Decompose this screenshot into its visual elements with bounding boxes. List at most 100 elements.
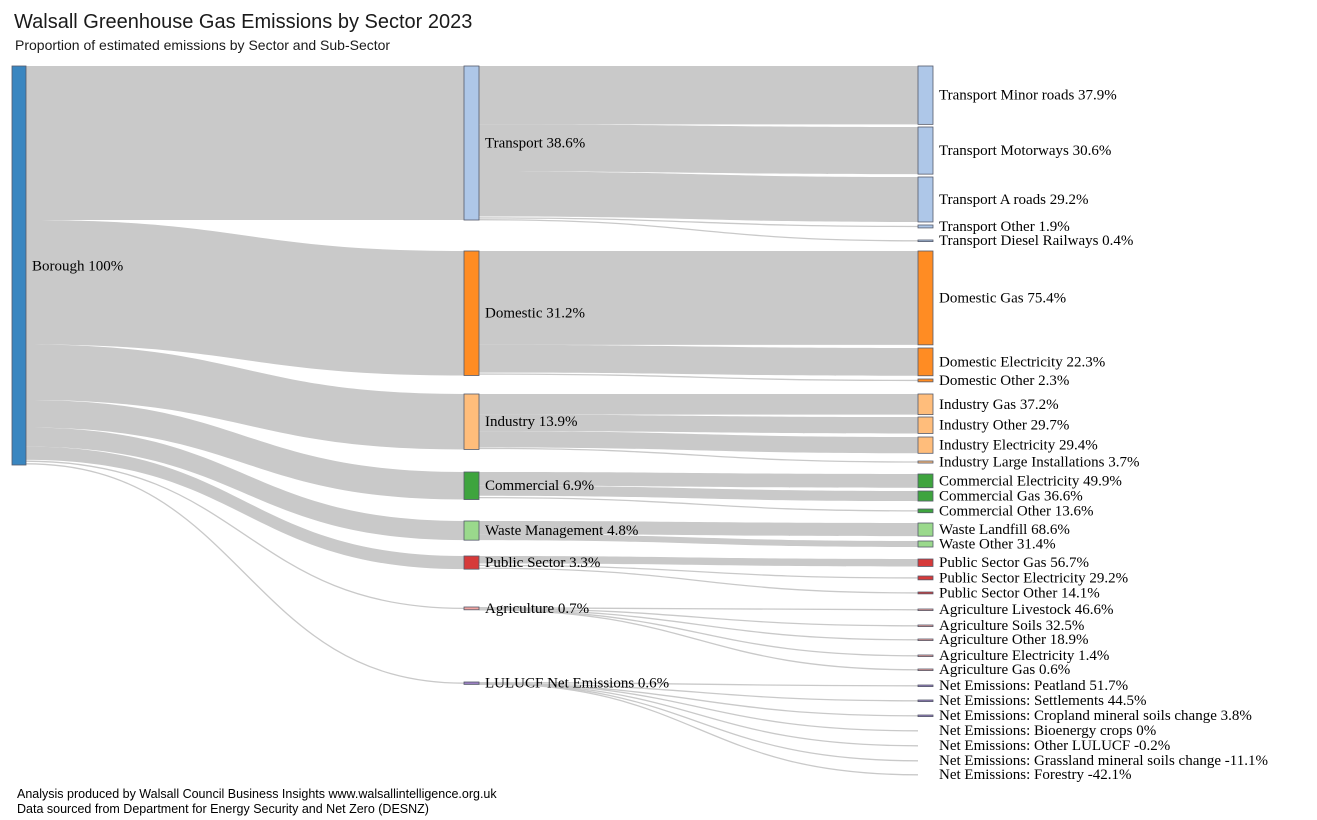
link-net-emissions-other-lulucf-0-2pct: [478, 682, 919, 747]
link-commercial-gas-36-6pct: [479, 485, 918, 502]
label-agriculture-soils-32-5pct: Agriculture Soils 32.5%: [939, 618, 1084, 634]
label-public-sector-electricity-29-2pct: Public Sector Electricity 29.2%: [939, 570, 1128, 586]
nodes-layer: [11, 65, 934, 718]
label-net-emissions-cropland-mineral-soils-change-3-8pct: Net Emissions: Cropland mineral soils ch…: [939, 708, 1252, 724]
link-transport-38-6pct: [26, 66, 464, 221]
label-agriculture-other-18-9pct: Agriculture Other 18.9%: [939, 632, 1089, 648]
node-waste-management-4-8pct: [463, 520, 480, 541]
link-industry-electricity-29-4pct: [479, 431, 918, 454]
node-agriculture-0-7pct: [463, 606, 480, 611]
labels-layer: Borough 100% Transport 38.6% Transport Min…: [32, 88, 1268, 784]
label-industry-other-29-7pct: Industry Other 29.7%: [939, 418, 1069, 434]
link-agriculture-livestock-46-6pct: [478, 607, 919, 611]
label-commercial-electricity-49-9pct: Commercial Electricity 49.9%: [939, 473, 1122, 489]
node-transport-motorways-30-6pct: [917, 126, 934, 175]
node-waste-other-31-4pct: [917, 540, 934, 548]
link-transport-diesel-railways-0-4pct: [478, 219, 919, 242]
node-commercial-gas-36-6pct: [917, 490, 934, 502]
label-net-emissions-other-lulucf-0-2pct: Net Emissions: Other LULUCF -0.2%: [939, 738, 1170, 754]
label-net-emissions-bioenergy-crops-0pct: Net Emissions: Bioenergy crops 0%: [939, 723, 1156, 739]
node-transport-diesel-railways-0-4pct: [917, 239, 934, 243]
node-commercial-6-9pct: [463, 471, 480, 500]
label-public-sector-3-3pct: Public Sector 3.3%: [485, 555, 600, 571]
label-industry-gas-37-2pct: Industry Gas 37.2%: [939, 397, 1059, 413]
link-agriculture-gas-0-6pct: [478, 609, 919, 671]
label-waste-management-4-8pct: Waste Management 4.8%: [485, 523, 638, 539]
footer-credit: Analysis produced by Walsall Council Bus…: [17, 787, 497, 801]
node-transport-38-6pct: [463, 65, 480, 221]
link-industry-large-installations-3-7pct: [478, 447, 919, 463]
link-waste-management-4-8pct: [26, 427, 464, 541]
node-waste-landfill-68-6pct: [917, 522, 934, 537]
label-commercial-other-13-6pct: Commercial Other 13.6%: [939, 503, 1094, 519]
label-transport-a-roads-29-2pct: Transport A roads 29.2%: [939, 192, 1088, 208]
label-net-emissions-forestry-42-1pct: Net Emissions: Forestry -42.1%: [939, 767, 1132, 783]
footer-source: Data sourced from Department for Energy …: [17, 802, 429, 816]
label-agriculture-gas-0-6pct: Agriculture Gas 0.6%: [939, 662, 1070, 678]
node-industry-electricity-29-4pct: [917, 436, 934, 454]
label-lulucf-net-emissions-0-6pct: LULUCF Net Emissions 0.6%: [485, 676, 669, 692]
label-domestic-31-2pct: Domestic 31.2%: [485, 306, 585, 322]
node-industry-gas-37-2pct: [917, 393, 934, 416]
link-public-sector-other-14-1pct: [478, 567, 919, 594]
link-public-sector-electricity-29-2pct: [478, 564, 919, 579]
node-domestic-electricity-22-3pct: [917, 347, 934, 377]
node-industry-other-29-7pct: [917, 416, 934, 434]
label-commercial-gas-36-6pct: Commercial Gas 36.6%: [939, 488, 1083, 504]
link-commercial-other-13-6pct: [478, 497, 919, 512]
link-agriculture-soils-32-5pct: [478, 608, 919, 627]
label-domestic-other-2-3pct: Domestic Other 2.3%: [939, 373, 1069, 389]
links-layer: [25, 66, 919, 776]
node-public-sector-other-14-1pct: [917, 591, 934, 595]
link-public-sector-gas-56-7pct: [479, 556, 918, 567]
link-waste-other-31-4pct: [479, 534, 918, 548]
label-agriculture-electricity-1-4pct: Agriculture Electricity 1.4%: [939, 648, 1109, 664]
node-transport-other-1-9pct: [917, 224, 934, 229]
link-domestic-gas-75-4pct: [479, 251, 918, 345]
link-lulucf-net-emissions-0-6pct: [25, 463, 465, 684]
link-commercial-6-9pct: [26, 399, 464, 500]
node-public-sector-electricity-29-2pct: [917, 575, 934, 581]
label-agriculture-livestock-46-6pct: Agriculture Livestock 46.6%: [939, 602, 1114, 618]
node-commercial-electricity-49-9pct: [917, 473, 934, 489]
node-borough: [11, 65, 27, 466]
node-public-sector-3-3pct: [463, 555, 480, 570]
link-industry-13-9pct: [26, 344, 464, 450]
label-transport-minor-roads-37-9pct: Transport Minor roads 37.9%: [939, 88, 1117, 104]
label-public-sector-other-14-1pct: Public Sector Other 14.1%: [939, 585, 1100, 601]
label-industry-13-9pct: Industry 13.9%: [485, 414, 578, 430]
node-transport-minor-roads-37-9pct: [917, 65, 934, 125]
link-industry-other-29-7pct: [479, 414, 918, 434]
label-net-emissions-settlements-44-5pct: Net Emissions: Settlements 44.5%: [939, 693, 1147, 709]
link-agriculture-0-7pct: [25, 460, 465, 610]
link-agriculture-electricity-1-4pct: [478, 609, 919, 657]
chart-title: Walsall Greenhouse Gas Emissions by Sect…: [14, 11, 472, 33]
link-domestic-electricity-22-3pct: [479, 344, 918, 376]
link-waste-landfill-68-6pct: [479, 521, 918, 537]
label-domestic-electricity-22-3pct: Domestic Electricity 22.3%: [939, 354, 1105, 370]
link-net-emissions-peatland-51-7pct: [478, 681, 919, 687]
node-agriculture-electricity-1-4pct: [917, 654, 934, 658]
label-domestic-gas-75-4pct: Domestic Gas 75.4%: [939, 290, 1066, 306]
label-agriculture-0-7pct: Agriculture 0.7%: [485, 601, 589, 617]
label-industry-large-installations-3-7pct: Industry Large Installations 3.7%: [939, 454, 1140, 470]
link-net-emissions-forestry-42-1pct: [478, 682, 919, 776]
node-domestic-gas-75-4pct: [917, 250, 934, 346]
label-waste-landfill-68-6pct: Waste Landfill 68.6%: [939, 522, 1070, 538]
label-commercial-6-9pct: Commercial 6.9%: [485, 478, 594, 494]
link-transport-other-1-9pct: [478, 217, 919, 228]
label-net-emissions-peatland-51-7pct: Net Emissions: Peatland 51.7%: [939, 678, 1128, 694]
node-industry-13-9pct: [463, 393, 480, 450]
link-public-sector-3-3pct: [26, 446, 464, 570]
link-transport-motorways-30-6pct: [479, 124, 918, 175]
link-net-emissions-settlements-44-5pct: [478, 683, 919, 702]
node-industry-large-installations-3-7pct: [917, 460, 934, 464]
link-industry-gas-37-2pct: [479, 394, 918, 415]
link-transport-minor-roads-37-9pct: [479, 66, 918, 125]
node-domestic-31-2pct: [463, 250, 480, 376]
label-transport-other-1-9pct: Transport Other 1.9%: [939, 219, 1070, 235]
node-agriculture-gas-0-6pct: [917, 668, 934, 672]
label-borough: Borough 100%: [32, 258, 123, 274]
node-agriculture-livestock-46-6pct: [917, 608, 934, 612]
